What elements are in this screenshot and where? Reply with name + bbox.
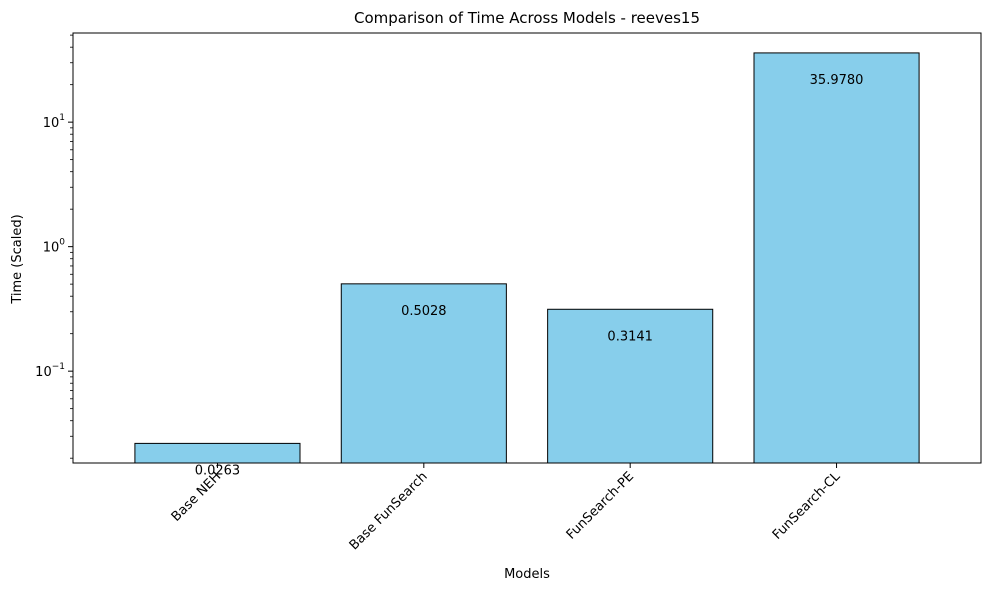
- data-label-1: 0.5028: [401, 304, 447, 319]
- y-axis: 10−1 100 101: [35, 34, 73, 459]
- bar-2: [547, 308, 714, 464]
- data-label-2: 0.3141: [607, 329, 653, 344]
- plot-frame: [72, 32, 982, 464]
- bar-group: [134, 52, 920, 464]
- y-axis-label: Time (Scaled): [10, 214, 25, 304]
- bar-1: [340, 283, 507, 464]
- chart-title: Comparison of Time Across Models - reeve…: [354, 9, 700, 27]
- y-tick-label-2: 101: [43, 113, 65, 131]
- y-tick-label-0: 10−1: [35, 362, 65, 380]
- y-tick-label-1: 100: [43, 238, 66, 256]
- x-axis-label: Models: [504, 567, 550, 582]
- bar-3: [753, 52, 920, 464]
- data-label-3: 35.9780: [810, 73, 864, 88]
- data-label-group: 0.0263 0.5028 0.3141 35.9780: [195, 73, 864, 478]
- bar-0: [134, 442, 301, 464]
- data-label-0: 0.0263: [195, 464, 241, 479]
